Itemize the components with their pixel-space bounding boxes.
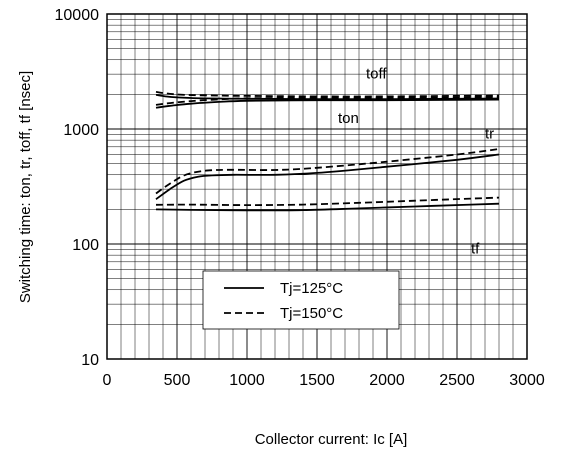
y-tick-label: 1000 [63,122,99,139]
y-axis-title: Switching time: ton, tr, toff, tf [nsec] [17,71,34,303]
series-line-tr-tj150 [155,148,500,195]
legend: Tj=125°C Tj=150°C [202,270,400,330]
y-tick-label: 10000 [55,7,100,24]
series-line-tf-tj125 [155,202,500,212]
series-line-tf-tj150 [155,196,500,207]
x-axis-title: Collector current: Ic [A] [255,431,408,448]
curve-label-toff: toff [366,65,387,82]
series-line-ton-tj125 [155,98,500,109]
plot-area-frame [106,13,528,360]
series-group [155,91,500,212]
x-tick-label: 3000 [509,372,545,389]
x-tick-label: 2500 [439,372,475,389]
legend-label: Tj=150°C [280,305,343,322]
y-tick-label: 10 [81,352,99,369]
curve-label-tr: tr [485,125,494,142]
series-line-tr-tj125 [155,153,500,200]
legend-box [202,270,400,330]
tick-labels: 0 500 1000 1500 2000 2500 3000 10 100 1000 10000 [55,7,545,389]
x-tick-label: 500 [164,372,191,389]
x-tick-label: 2000 [369,372,405,389]
x-tick-label: 0 [103,372,112,389]
curve-label-tf: tf [471,240,480,257]
curve-label-ton: ton [338,110,359,127]
legend-label: Tj=125°C [280,280,343,297]
curve-labels: toff ton tr tf [338,65,494,257]
series-line-ton-tj150 [155,96,500,106]
series-line-toff-tj150 [155,91,500,98]
x-tick-label: 1500 [299,372,335,389]
x-tick-label: 1000 [229,372,265,389]
y-tick-label: 100 [72,237,99,254]
